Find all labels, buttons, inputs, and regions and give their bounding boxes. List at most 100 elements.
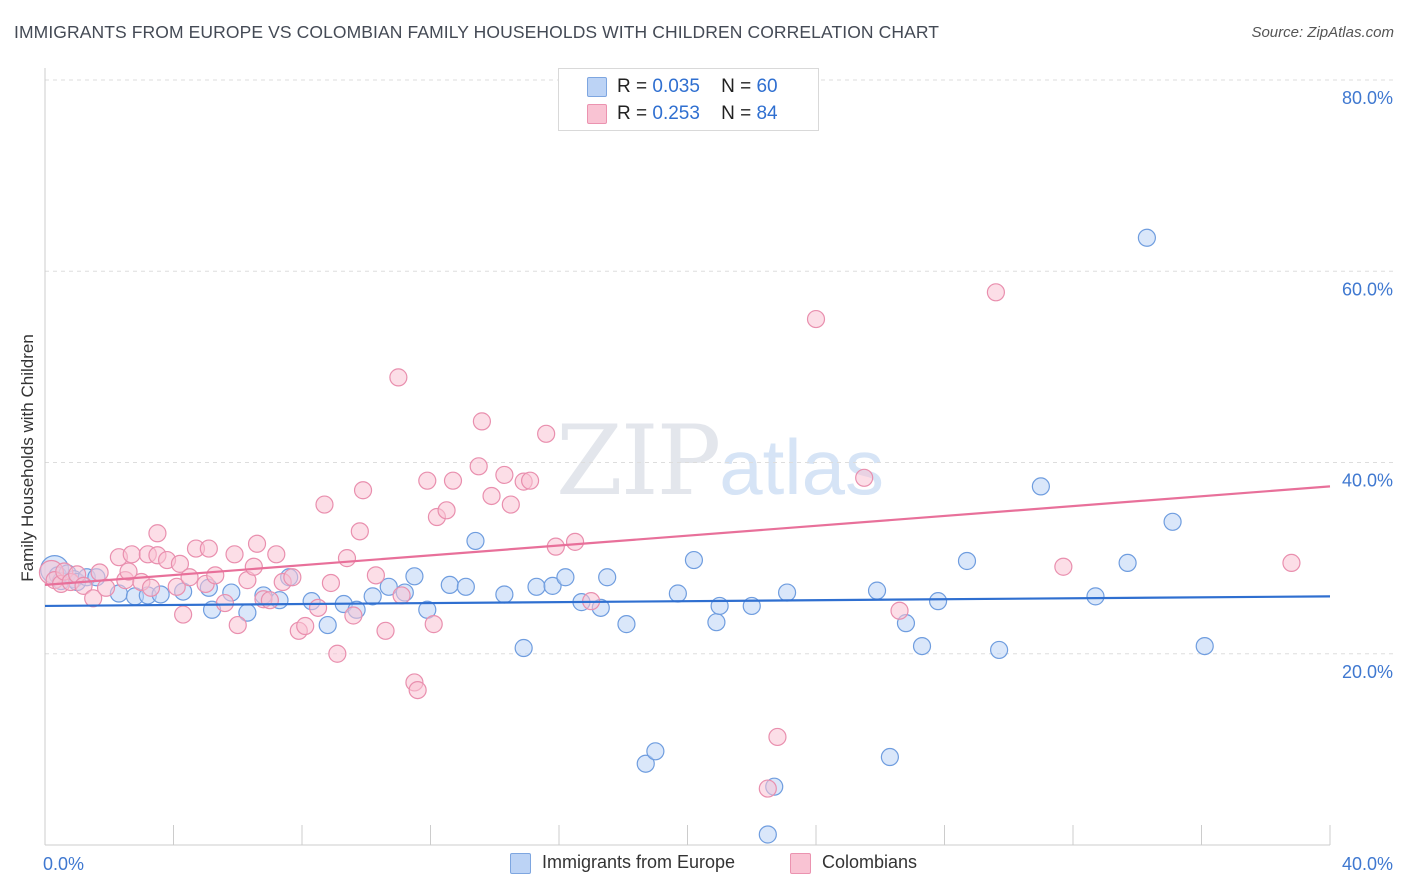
data-point [758, 779, 777, 798]
data-point [267, 545, 286, 564]
data-point [495, 585, 514, 604]
data-point [379, 577, 398, 596]
legend-swatch-pink [587, 104, 607, 124]
y-tick-label: 40.0% [1342, 471, 1393, 491]
data-point [260, 591, 279, 610]
data-point [174, 605, 193, 624]
data-point [565, 532, 585, 551]
data-point [495, 465, 514, 485]
data-point [321, 573, 341, 593]
data-point [405, 567, 424, 586]
data-point [244, 557, 263, 576]
data-point [482, 486, 501, 506]
data-point [556, 568, 575, 587]
data-point [283, 568, 302, 587]
data-point [308, 598, 328, 617]
legend-label-colombians: Colombians [822, 852, 918, 872]
data-point [119, 562, 138, 581]
data-point [353, 481, 373, 500]
legend-stats-colombians: R = 0.253 N = 84 [617, 103, 778, 124]
data-point [1137, 228, 1156, 247]
legend-stats-europe: R = 0.035 N = 60 [617, 76, 778, 97]
data-point [148, 524, 167, 543]
data-point [376, 621, 395, 640]
data-point [363, 587, 382, 606]
data-point [408, 680, 427, 700]
data-point [170, 554, 190, 573]
legend-swatch-blue [587, 77, 607, 97]
data-point [1031, 477, 1050, 496]
data-point [1054, 557, 1073, 576]
data-point [1118, 553, 1137, 573]
data-point [437, 501, 456, 520]
data-point [520, 471, 540, 490]
data-point [684, 550, 704, 570]
watermark-atlas: atlas [719, 423, 884, 511]
data-point [543, 576, 562, 595]
tick-labels: 20.0% 40.0% 60.0% 80.0% 0.0% 40.0% [43, 88, 1393, 874]
data-point [141, 578, 161, 597]
y-tick-label: 60.0% [1342, 279, 1393, 299]
data-point [1282, 553, 1301, 573]
data-point [636, 754, 655, 773]
data-point [443, 471, 463, 490]
axes [44, 68, 1331, 846]
data-point [366, 566, 385, 585]
data-point [986, 283, 1006, 302]
data-point [96, 578, 116, 597]
data-point [501, 495, 520, 514]
data-point [617, 615, 636, 634]
data-point [957, 551, 977, 571]
data-point [466, 531, 485, 551]
trend-line [44, 595, 1331, 608]
data-point [469, 457, 488, 476]
series-colombians [38, 283, 1301, 798]
y-axis-label: Family Households with Children [18, 334, 37, 582]
data-point [928, 592, 948, 611]
legend-swatch-europe [510, 853, 531, 874]
data-point [440, 575, 459, 595]
data-point [337, 549, 357, 568]
y-tick-label: 20.0% [1342, 662, 1393, 682]
data-point [598, 568, 617, 587]
x-tick-label: 0.0% [43, 854, 84, 874]
data-point [206, 566, 225, 585]
data-point [514, 638, 533, 658]
data-point [167, 577, 186, 596]
data-point [990, 640, 1009, 660]
data-point [199, 539, 218, 558]
data-point [855, 468, 874, 487]
data-point [890, 601, 909, 620]
trend-lines [44, 485, 1331, 608]
data-point [646, 742, 665, 761]
data-point [122, 545, 141, 564]
data-point [1086, 587, 1105, 606]
data-point [84, 589, 103, 608]
data-point [350, 522, 369, 541]
data-point [392, 586, 411, 605]
correlation-legend: R = 0.035 N = 60 R = 0.253 N = 84 [558, 68, 819, 131]
data-point [389, 368, 408, 387]
data-point [344, 606, 363, 625]
series-immigrants-from-europe [40, 228, 1214, 844]
data-point [318, 615, 337, 635]
data-point [1195, 636, 1214, 656]
data-point [215, 593, 234, 613]
data-point [328, 644, 347, 663]
data-point [424, 615, 443, 634]
data-point [225, 545, 244, 564]
legend-swatch-colombians [790, 853, 811, 874]
data-point [537, 424, 556, 443]
x-tick-label: 40.0% [1342, 854, 1393, 874]
data-point [247, 534, 267, 553]
data-point [1163, 512, 1182, 531]
watermark-zip: ZIP [556, 405, 721, 517]
data-point [315, 495, 334, 514]
data-point [758, 825, 777, 844]
chart-title: IMMIGRANTS FROM EUROPE VS COLOMBIAN FAMI… [14, 22, 940, 42]
watermark: ZIPatlas [556, 405, 884, 517]
data-point [456, 577, 475, 596]
data-point [472, 412, 491, 431]
data-point [90, 563, 109, 582]
